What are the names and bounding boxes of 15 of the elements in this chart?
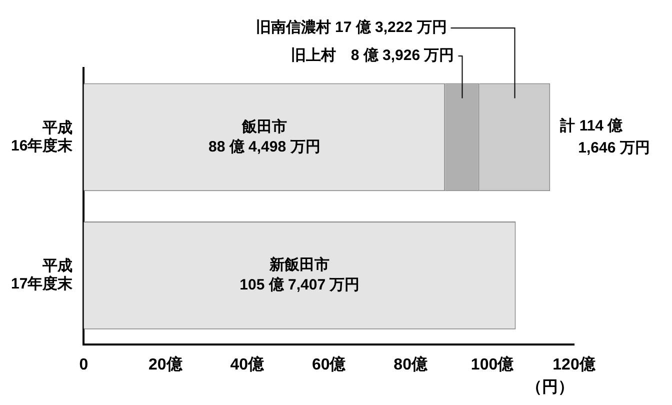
x-axis-title: （円） bbox=[526, 378, 574, 396]
data-label: 旧南信濃村 17 億 3,222 万円 bbox=[256, 19, 447, 36]
data-label: 新飯田市 105 億 7,407 万円 bbox=[240, 256, 360, 294]
y-tick-label: 平成 16年度末 bbox=[10, 119, 74, 154]
x-tick-label: 80億 bbox=[394, 356, 428, 374]
x-tick-label: 20億 bbox=[148, 356, 184, 374]
total-label: 計 114 億 1,646 万円 bbox=[559, 117, 650, 156]
data-label: 旧上村 8 億 3,926 万円 bbox=[290, 47, 454, 64]
y-tick-label: 平成 17年度末 bbox=[10, 258, 74, 293]
data-label: 飯田市 88 億 4,498 万円 bbox=[208, 117, 320, 156]
x-tick-label: 100億 bbox=[470, 356, 515, 374]
x-tick-label: 0 bbox=[79, 356, 88, 374]
x-tick-label: 40億 bbox=[230, 356, 266, 374]
x-tick-label: 120億 bbox=[552, 356, 596, 374]
x-tick-label: 60億 bbox=[312, 356, 347, 374]
